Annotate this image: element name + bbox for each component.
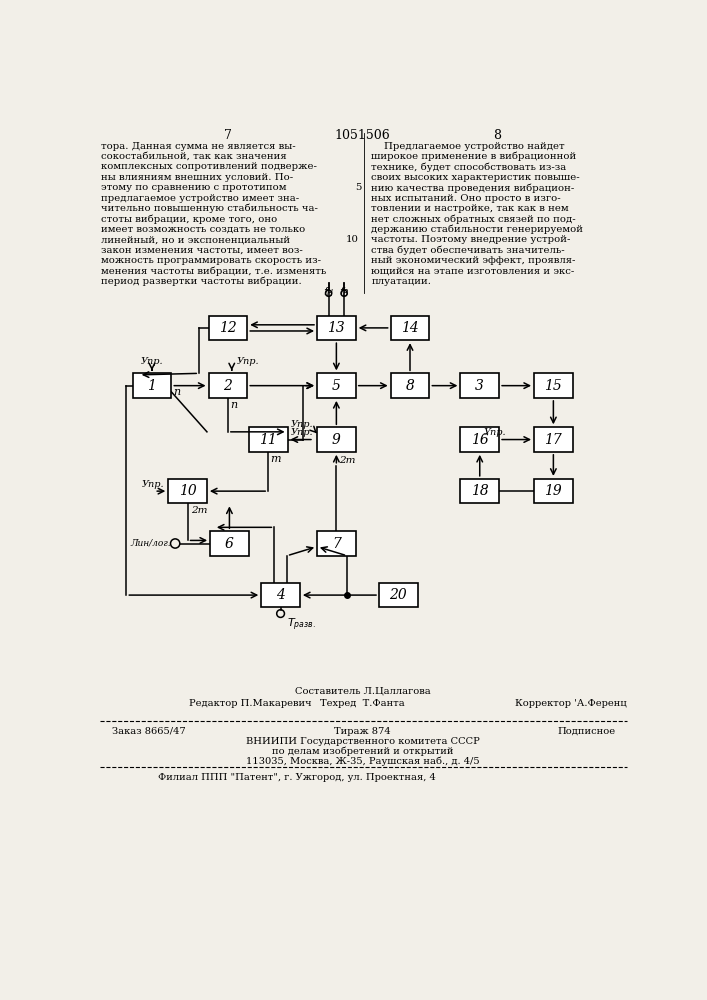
FancyBboxPatch shape [379, 583, 418, 607]
Text: стоты вибрации, кроме того, оно: стоты вибрации, кроме того, оно [101, 214, 277, 224]
Text: 6: 6 [225, 536, 234, 550]
Text: предлагаемое устройство имеет зна-: предлагаемое устройство имеет зна- [101, 194, 299, 203]
Text: Упр.: Упр. [291, 420, 313, 429]
Text: Упр.: Упр. [141, 480, 164, 489]
Text: Составитель Л.Цаллагова: Составитель Л.Цаллагова [295, 687, 431, 696]
Text: 2: 2 [223, 379, 233, 393]
Text: $T_{разв.}$: $T_{разв.}$ [287, 617, 315, 633]
Text: Техред  Т.Фанта: Техред Т.Фанта [320, 699, 405, 708]
FancyBboxPatch shape [460, 373, 499, 398]
Text: Редактор П.Макаревич: Редактор П.Макаревич [189, 699, 312, 708]
FancyBboxPatch shape [168, 479, 207, 503]
Text: ющийся на этапе изготовления и экс-: ющийся на этапе изготовления и экс- [371, 266, 575, 275]
Text: 15: 15 [544, 379, 562, 393]
FancyBboxPatch shape [317, 316, 356, 340]
FancyBboxPatch shape [317, 373, 356, 398]
Text: n: n [230, 400, 238, 410]
Text: ства будет обеспечивать значитель-: ства будет обеспечивать значитель- [371, 246, 565, 255]
Text: 8: 8 [493, 129, 501, 142]
FancyBboxPatch shape [249, 427, 288, 452]
FancyBboxPatch shape [460, 427, 499, 452]
Text: Заказ 8665/47: Заказ 8665/47 [112, 727, 185, 736]
Text: ВНИИПИ Государственного комитета СССР: ВНИИПИ Государственного комитета СССР [246, 737, 479, 746]
Text: комплексных сопротивлений подверже-: комплексных сопротивлений подверже- [101, 162, 317, 171]
Text: плуатации.: плуатации. [371, 277, 431, 286]
FancyBboxPatch shape [534, 427, 573, 452]
Text: Упр.: Упр. [484, 428, 506, 437]
Text: чительно повышенную стабильность ча-: чительно повышенную стабильность ча- [101, 204, 317, 213]
FancyBboxPatch shape [534, 479, 573, 503]
Text: можность программировать скорость из-: можность программировать скорость из- [101, 256, 321, 265]
FancyBboxPatch shape [534, 373, 573, 398]
Text: Подписное: Подписное [557, 727, 615, 736]
Text: по делам изобретений и открытий: по делам изобретений и открытий [272, 747, 453, 756]
Text: 18: 18 [471, 484, 489, 498]
Text: 10: 10 [179, 484, 197, 498]
Text: держанию стабильности генерируемой: держанию стабильности генерируемой [371, 225, 583, 234]
Text: сокостабильной, так как значения: сокостабильной, так как значения [101, 152, 286, 161]
Text: 5: 5 [355, 183, 361, 192]
Text: технике, будет способствовать из-за: технике, будет способствовать из-за [371, 162, 566, 172]
Text: своих высоких характеристик повыше-: своих высоких характеристик повыше- [371, 173, 580, 182]
Text: частоты. Поэтому внедрение устрой-: частоты. Поэтому внедрение устрой- [371, 235, 571, 244]
FancyBboxPatch shape [210, 531, 249, 556]
Text: 20: 20 [390, 588, 407, 602]
Text: ный экономический эффект, проявля-: ный экономический эффект, проявля- [371, 256, 575, 265]
Text: нию качества проведения вибрацион-: нию качества проведения вибрацион- [371, 183, 575, 193]
Text: 1: 1 [148, 379, 156, 393]
FancyBboxPatch shape [132, 373, 171, 398]
Text: 11: 11 [259, 433, 277, 447]
Text: имеет возможность создать не только: имеет возможность создать не только [101, 225, 305, 234]
Text: нет сложных обратных связей по под-: нет сложных обратных связей по под- [371, 214, 576, 224]
Text: Упр.: Упр. [237, 357, 259, 366]
FancyBboxPatch shape [317, 427, 356, 452]
Text: Корректор 'А.Ференц: Корректор 'А.Ференц [515, 699, 627, 708]
Text: 3: 3 [475, 379, 484, 393]
Text: Филиал ППП "Патент", г. Ужгород, ул. Проектная, 4: Филиал ППП "Патент", г. Ужгород, ул. Про… [158, 773, 436, 782]
Text: 14: 14 [401, 321, 419, 335]
FancyBboxPatch shape [209, 373, 247, 398]
Text: широкое применение в вибрационной: широкое применение в вибрационной [371, 152, 576, 161]
Text: 8: 8 [406, 379, 414, 393]
Text: товлении и настройке, так как в нем: товлении и настройке, так как в нем [371, 204, 569, 213]
Text: ных испытаний. Оно просто в изго-: ных испытаний. Оно просто в изго- [371, 194, 561, 203]
Text: $f_H$: $f_H$ [323, 285, 334, 299]
Text: Упр.: Упр. [291, 428, 313, 437]
Text: 1051506: 1051506 [335, 129, 390, 142]
Text: 10: 10 [346, 235, 359, 244]
FancyBboxPatch shape [391, 316, 429, 340]
Text: 2m: 2m [339, 456, 356, 465]
Text: 19: 19 [544, 484, 562, 498]
FancyBboxPatch shape [391, 373, 429, 398]
Text: тора. Данная сумма не является вы-: тора. Данная сумма не является вы- [101, 142, 296, 151]
Text: Упр.: Упр. [141, 357, 163, 366]
Text: 4: 4 [276, 588, 285, 602]
Text: 13: 13 [327, 321, 345, 335]
Text: Тираж 874: Тираж 874 [334, 727, 391, 736]
Text: период развертки частоты вибрации.: период развертки частоты вибрации. [101, 277, 301, 286]
Text: 16: 16 [471, 433, 489, 447]
Text: этому по сравнению с прототипом: этому по сравнению с прототипом [101, 183, 286, 192]
Text: 9: 9 [332, 433, 341, 447]
Text: ны влияниям внешних условий. По-: ны влияниям внешних условий. По- [101, 173, 293, 182]
Text: менения частоты вибрации, т.е. изменять: менения частоты вибрации, т.е. изменять [101, 266, 326, 276]
Text: закон изменения частоты, имеет воз-: закон изменения частоты, имеет воз- [101, 246, 303, 255]
Text: m: m [271, 454, 281, 464]
Text: $f_B$: $f_B$ [339, 285, 349, 299]
Text: линейный, но и экспоненциальный: линейный, но и экспоненциальный [101, 235, 290, 244]
Text: 12: 12 [219, 321, 237, 335]
Text: n: n [173, 387, 180, 397]
Text: 2m: 2m [191, 506, 207, 515]
Text: Лин/лог.: Лин/лог. [130, 539, 170, 548]
FancyBboxPatch shape [209, 316, 247, 340]
Text: 5: 5 [332, 379, 341, 393]
FancyBboxPatch shape [317, 531, 356, 556]
Text: 113035, Москва, Ж-35, Раушская наб., д. 4/5: 113035, Москва, Ж-35, Раушская наб., д. … [246, 757, 479, 766]
Text: 7: 7 [332, 536, 341, 550]
Text: 7: 7 [224, 129, 232, 142]
FancyBboxPatch shape [261, 583, 300, 607]
Text: 17: 17 [544, 433, 562, 447]
FancyBboxPatch shape [460, 479, 499, 503]
Text: Предлагаемое устройство найдет: Предлагаемое устройство найдет [371, 142, 565, 151]
